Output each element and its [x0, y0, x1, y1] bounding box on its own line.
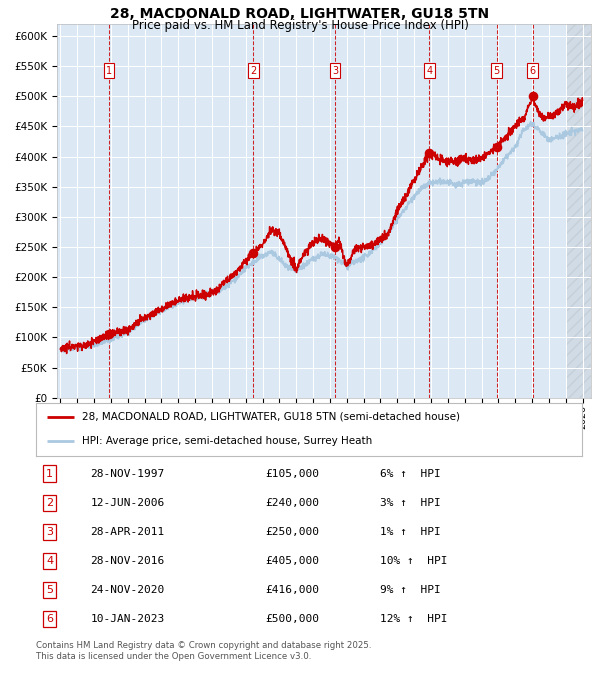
Text: 1: 1 [46, 469, 53, 479]
Text: 4: 4 [46, 556, 53, 566]
Point [492, 141, 502, 152]
Text: 28-NOV-2016: 28-NOV-2016 [91, 556, 165, 566]
Text: Contains HM Land Registry data © Crown copyright and database right 2025.: Contains HM Land Registry data © Crown c… [36, 641, 371, 650]
Text: £105,000: £105,000 [265, 469, 319, 479]
Text: This data is licensed under the Open Government Licence v3.0.: This data is licensed under the Open Gov… [36, 652, 311, 661]
Text: 10% ↑  HPI: 10% ↑ HPI [380, 556, 448, 566]
Text: 3: 3 [332, 65, 338, 75]
Text: HPI: Average price, semi-detached house, Surrey Heath: HPI: Average price, semi-detached house,… [82, 437, 373, 446]
Text: 5: 5 [494, 65, 500, 75]
Point [248, 248, 258, 258]
Text: 6% ↑  HPI: 6% ↑ HPI [380, 469, 441, 479]
Text: 3: 3 [46, 527, 53, 537]
Bar [566, 24, 599, 398]
Text: 12-JUN-2006: 12-JUN-2006 [91, 498, 165, 508]
Text: £240,000: £240,000 [265, 498, 319, 508]
Text: 6: 6 [529, 65, 536, 75]
Text: 28-APR-2011: 28-APR-2011 [91, 527, 165, 537]
Point [104, 329, 114, 340]
Text: 2: 2 [250, 65, 256, 75]
Text: £416,000: £416,000 [265, 585, 319, 595]
Text: 10-JAN-2023: 10-JAN-2023 [91, 614, 165, 624]
Text: 28, MACDONALD ROAD, LIGHTWATER, GU18 5TN (semi-detached house): 28, MACDONALD ROAD, LIGHTWATER, GU18 5TN… [82, 412, 460, 422]
Text: £500,000: £500,000 [265, 614, 319, 624]
Point [425, 148, 434, 159]
Text: 28-NOV-1997: 28-NOV-1997 [91, 469, 165, 479]
Text: Price paid vs. HM Land Registry's House Price Index (HPI): Price paid vs. HM Land Registry's House … [131, 19, 469, 32]
Point [331, 241, 340, 252]
Text: 3% ↑  HPI: 3% ↑ HPI [380, 498, 441, 508]
Text: 12% ↑  HPI: 12% ↑ HPI [380, 614, 448, 624]
Text: £405,000: £405,000 [265, 556, 319, 566]
Text: 28, MACDONALD ROAD, LIGHTWATER, GU18 5TN: 28, MACDONALD ROAD, LIGHTWATER, GU18 5TN [110, 7, 490, 21]
Text: 24-NOV-2020: 24-NOV-2020 [91, 585, 165, 595]
Point [528, 90, 538, 101]
Text: 5: 5 [46, 585, 53, 595]
Text: 1% ↑  HPI: 1% ↑ HPI [380, 527, 441, 537]
Text: 2: 2 [46, 498, 53, 508]
Text: £250,000: £250,000 [265, 527, 319, 537]
Text: 6: 6 [46, 614, 53, 624]
Text: 4: 4 [427, 65, 433, 75]
Text: 1: 1 [106, 65, 112, 75]
Text: 9% ↑  HPI: 9% ↑ HPI [380, 585, 441, 595]
